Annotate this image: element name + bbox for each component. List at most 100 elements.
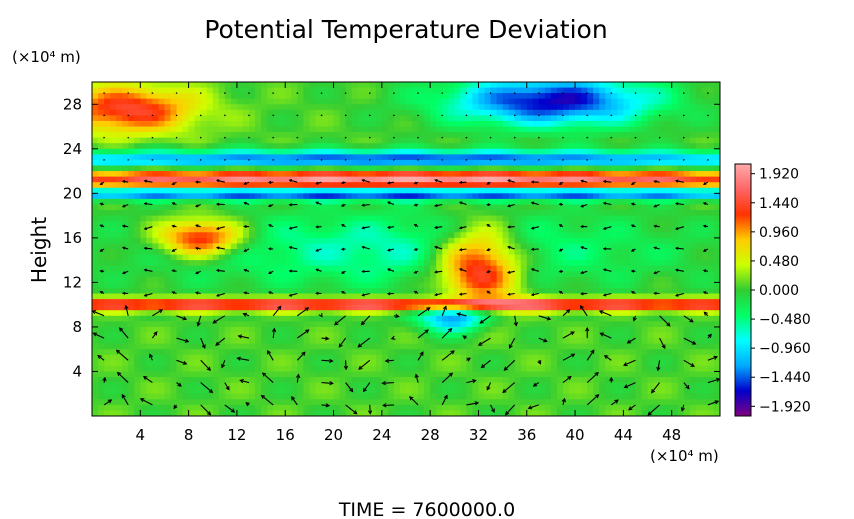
heat-cell (387, 254, 395, 261)
heat-cell (200, 326, 208, 334)
heat-cell (563, 104, 570, 111)
heat-cell (381, 165, 389, 172)
heat-cell (550, 148, 558, 155)
heat-cell (472, 154, 480, 161)
heat-cell (556, 82, 564, 89)
heat-cell (146, 282, 153, 289)
heat-cell (303, 137, 310, 144)
heat-cell (315, 287, 323, 295)
heat-cell (448, 93, 455, 100)
heat-cell (659, 221, 667, 228)
heat-cell (544, 165, 552, 172)
heat-cell (170, 282, 178, 289)
heat-cell (218, 104, 226, 111)
heat-cell (502, 232, 510, 239)
heat-cell (158, 154, 166, 161)
heat-cell (454, 326, 461, 334)
heat-cell (689, 126, 697, 133)
heat-cell (357, 137, 365, 144)
heat-cell (683, 154, 691, 161)
heat-cell (218, 115, 226, 122)
heat-cell (502, 265, 510, 272)
heat-cell (230, 265, 238, 272)
heat-cell (406, 154, 413, 161)
heat-cell (707, 120, 715, 128)
heat-cell (587, 226, 594, 233)
heat-cell (689, 182, 697, 189)
heat-cell (140, 265, 147, 272)
heat-cell (695, 148, 703, 155)
heat-cell (249, 237, 256, 245)
heat-cell (581, 132, 588, 139)
heat-cell (303, 315, 310, 322)
heat-cell (544, 293, 552, 300)
heat-cell (695, 299, 703, 306)
heat-cell (164, 87, 172, 94)
heat-cell (538, 254, 546, 261)
heat-cell (695, 271, 703, 278)
heat-cell (629, 215, 637, 222)
heat-cell (538, 120, 546, 128)
heat-cell (593, 104, 600, 111)
heat-cell (369, 332, 377, 339)
heat-cell (206, 148, 214, 155)
heat-cell (291, 182, 298, 189)
heat-cell (581, 343, 588, 350)
heat-cell (587, 343, 594, 350)
heat-cell (164, 282, 172, 289)
heat-cell (273, 193, 280, 200)
heat-cell (611, 204, 618, 211)
heat-cell (593, 159, 600, 167)
heat-cell (623, 287, 631, 295)
heat-cell (134, 120, 141, 128)
heat-cell (261, 120, 268, 128)
heat-cell (339, 299, 347, 306)
heat-cell (122, 326, 129, 334)
heat-cell (442, 332, 449, 339)
heat-cell (550, 249, 558, 256)
heat-cell (393, 98, 401, 105)
heat-cell (629, 93, 637, 100)
heat-cell (629, 87, 637, 94)
heat-cell (563, 282, 570, 289)
heat-cell (671, 232, 679, 239)
heat-cell (538, 338, 546, 345)
heat-cell (442, 120, 449, 128)
heat-cell (587, 109, 594, 116)
heat-cell (520, 109, 528, 116)
heat-cell (490, 249, 498, 256)
heat-cell (412, 171, 419, 178)
heat-cell (375, 249, 383, 256)
heat-cell (671, 171, 679, 178)
heat-cell (683, 315, 691, 322)
heat-cell (327, 282, 335, 289)
heat-cell (550, 254, 558, 261)
heat-cell (303, 243, 310, 250)
heat-cell (321, 321, 329, 328)
heat-cell (279, 265, 286, 272)
heat-cell (98, 332, 105, 339)
heat-cell (182, 182, 190, 189)
heat-cell (236, 232, 244, 239)
heat-cell (399, 132, 407, 139)
heat-cell (176, 321, 184, 328)
heat-cell (345, 287, 353, 295)
heat-cell (345, 120, 353, 128)
heat-cell (466, 343, 474, 350)
heat-cell (375, 271, 383, 278)
heat-cell (98, 193, 105, 200)
heat-cell (611, 87, 618, 94)
heat-cell (460, 276, 467, 283)
heat-cell (532, 343, 540, 350)
heat-cell (249, 310, 256, 317)
heat-cell (297, 326, 304, 334)
heat-cell (369, 104, 377, 111)
heat-cell (647, 154, 655, 161)
heat-cell (472, 221, 480, 228)
heat-cell (430, 265, 437, 272)
heat-cell (593, 120, 600, 128)
heat-cell (563, 232, 570, 239)
heat-cell (200, 304, 208, 311)
heat-cell (291, 176, 298, 183)
heat-cell (291, 271, 298, 278)
